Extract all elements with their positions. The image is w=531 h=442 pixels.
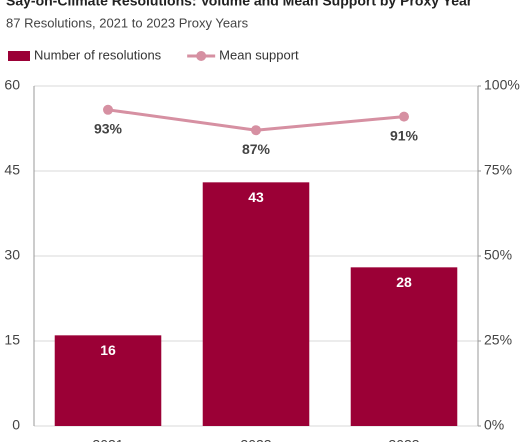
y-tick-label: 0 [12,417,20,433]
line-value-label: 87% [242,141,271,157]
legend-swatch [8,51,30,61]
y2-tick-label: 75% [484,162,512,178]
line-marker [103,104,113,115]
y-tick-label: 45 [4,162,20,178]
chart-title: Say-on-Climate Resolutions: Volume and M… [6,0,473,9]
line-marker [251,125,261,136]
line-marker [399,111,409,122]
line-value-label: 93% [94,121,123,137]
y-tick-label: 60 [4,77,20,93]
legend-label: Number of resolutions [34,47,162,62]
y-tick-label: 30 [4,247,20,263]
y2-tick-label: 100% [484,77,520,93]
bar [202,182,310,426]
x-tick-label: 2021 [92,437,123,442]
legend-label: Mean support [219,47,299,62]
bar [350,267,458,426]
legend-swatch [196,51,207,61]
y2-tick-label: 25% [484,332,512,348]
line-value-label: 91% [390,127,419,143]
bar [54,335,162,426]
y2-tick-label: 0% [484,417,504,433]
x-tick-label: 2022 [240,437,271,442]
bar-value-label: 43 [248,189,264,205]
y2-tick-label: 50% [484,247,512,263]
bar-value-label: 16 [100,342,116,358]
x-tick-label: 2023 [388,437,419,442]
y-tick-label: 15 [4,332,20,348]
chart-subtitle: 87 Resolutions, 2021 to 2023 Proxy Years [6,15,249,30]
bar-value-label: 28 [396,274,412,290]
